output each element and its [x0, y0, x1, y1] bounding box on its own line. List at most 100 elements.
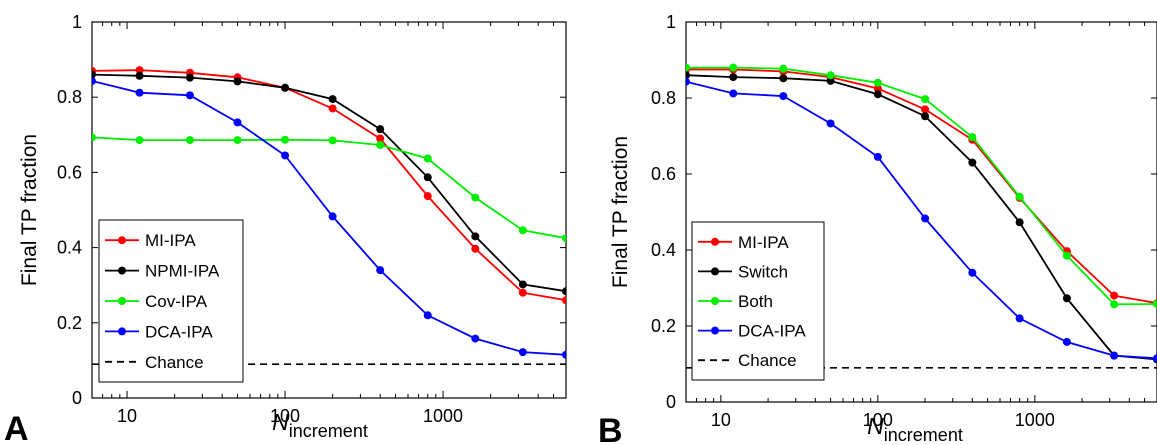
data-point-b-both-9: [1110, 300, 1119, 309]
legend-marker-a-npmi-ipa: [118, 266, 126, 275]
data-point-a-mi-ipa-5: [328, 104, 337, 113]
data-point-b-dca-ipa-1: [729, 89, 738, 98]
data-point-b-mi-ipa-9: [1110, 291, 1119, 300]
x-tick-label-b-1: 100: [863, 410, 893, 430]
x-axis-label-a-sub: increment: [289, 421, 368, 441]
data-point-a-dca-ipa-4: [281, 151, 290, 160]
data-point-a-npmi-ipa-10: [562, 287, 566, 296]
y-tick-label-a-2: 0.4: [57, 238, 82, 258]
y-axis-label-b: Final TP fraction: [609, 136, 632, 288]
data-point-b-dca-ipa-0: [686, 77, 690, 86]
data-point-b-switch-4: [873, 90, 882, 99]
legend-label-a-dca-ipa: DCA-IPA: [145, 322, 213, 341]
x-tick-label-b-2: 1000: [1015, 410, 1055, 430]
data-point-b-both-0: [686, 63, 690, 72]
legend-marker-b-switch: [711, 267, 719, 276]
data-point-b-both-6: [968, 133, 977, 142]
data-point-b-both-3: [826, 71, 835, 80]
data-point-b-dca-ipa-4: [873, 152, 882, 161]
legend-marker-a-mi-ipa: [118, 236, 126, 245]
data-point-a-dca-ipa-0: [92, 77, 96, 86]
y-tick-label-a-5: 1: [72, 12, 82, 32]
data-point-a-dca-ipa-8: [471, 334, 480, 343]
data-point-b-dca-ipa-6: [968, 268, 977, 277]
legend-label-a-cov-ipa: Cov-IPA: [145, 292, 208, 311]
data-point-b-both-4: [873, 78, 882, 87]
y-tick-label-b-3: 0.6: [651, 164, 676, 184]
legend-label-b-mi-ipa: MI-IPA: [738, 233, 789, 252]
x-tick-label-a-0: 10: [117, 406, 137, 426]
x-tick-label-b-0: 10: [711, 410, 731, 430]
x-axis-label-a: Nincrement: [272, 409, 368, 441]
legend-marker-b-dca-ipa: [711, 326, 719, 335]
x-axis-label-a-main: N: [272, 409, 289, 435]
panel-a: 0 0.2 0.4 0.6 0.8 1 10 100 1000 MI-IPA NPMI-IPA Co…: [4, 12, 567, 445]
legend-marker-b-mi-ipa: [711, 237, 719, 246]
x-axis-label-b: Nincrement: [867, 413, 963, 445]
y-tick-label-b-1: 0.2: [651, 316, 676, 336]
panel-letter-a: A: [4, 410, 29, 445]
data-point-a-cov-ipa-10: [562, 234, 566, 243]
data-point-b-mi-ipa-5: [921, 105, 930, 114]
data-point-b-both-8: [1062, 251, 1071, 260]
x-tick-label-a-1: 100: [270, 406, 300, 426]
legend-label-b-chance: Chance: [738, 351, 797, 370]
data-point-a-npmi-ipa-9: [518, 280, 527, 289]
data-point-b-dca-ipa-2: [779, 92, 788, 101]
legend-label-a-mi-ipa: MI-IPA: [145, 231, 196, 250]
y-tick-label-b-2: 0.4: [651, 240, 676, 260]
data-point-a-npmi-ipa-4: [281, 83, 290, 92]
data-point-a-mi-ipa-1: [135, 66, 144, 75]
data-point-a-cov-ipa-6: [376, 140, 385, 149]
data-point-a-dca-ipa-9: [518, 348, 527, 357]
data-point-a-cov-ipa-8: [471, 193, 480, 202]
data-point-a-npmi-ipa-7: [423, 173, 432, 182]
data-point-a-mi-ipa-9: [518, 288, 527, 297]
data-point-b-dca-ipa-9: [1110, 351, 1119, 360]
data-point-a-mi-ipa-8: [471, 244, 480, 253]
data-point-a-mi-ipa-7: [423, 192, 432, 201]
panel-letter-b: B: [598, 412, 623, 445]
data-point-b-switch-8: [1062, 294, 1071, 303]
data-point-a-cov-ipa-0: [92, 133, 96, 142]
data-point-a-dca-ipa-5: [328, 212, 337, 221]
data-point-a-npmi-ipa-3: [233, 77, 242, 86]
y-tick-label-b-4: 0.8: [651, 88, 676, 108]
y-tick-label-a-3: 0.6: [57, 162, 82, 182]
data-point-a-npmi-ipa-0: [92, 70, 96, 79]
x-axis-label-b-sub: increment: [884, 425, 963, 445]
data-point-a-dca-ipa-3: [233, 118, 242, 127]
data-point-b-both-7: [1015, 192, 1024, 201]
legend-label-a-npmi-ipa: NPMI-IPA: [145, 262, 220, 281]
legend-label-b-switch: Switch: [738, 262, 788, 281]
data-point-b-dca-ipa-10: [1153, 354, 1157, 363]
data-point-b-dca-ipa-8: [1062, 337, 1071, 346]
data-point-a-dca-ipa-7: [423, 311, 432, 320]
data-point-a-cov-ipa-9: [518, 226, 527, 235]
legend-label-a-chance: Chance: [145, 353, 204, 372]
data-point-a-cov-ipa-5: [328, 136, 337, 145]
panel-b: 0 0.2 0.4 0.6 0.8 1 10 100 1000 MI-IPA Switch Both…: [598, 12, 1157, 445]
data-point-a-npmi-ipa-5: [328, 95, 337, 104]
data-point-b-switch-1: [729, 73, 738, 82]
data-point-a-npmi-ipa-2: [185, 73, 194, 82]
data-point-a-npmi-ipa-8: [471, 232, 480, 241]
legend-label-b-both: Both: [738, 292, 773, 311]
data-point-b-switch-5: [921, 112, 930, 121]
legend-marker-a-cov-ipa: [118, 297, 126, 305]
legend-marker-a-dca-ipa: [118, 327, 126, 336]
data-point-a-dca-ipa-6: [376, 266, 385, 275]
y-axis-label-a: Final TP fraction: [18, 134, 41, 286]
data-point-a-cov-ipa-4: [281, 135, 290, 144]
data-point-b-both-1: [729, 63, 738, 72]
data-point-b-both-5: [921, 95, 930, 104]
legend-marker-b-both: [711, 297, 719, 305]
data-point-a-dca-ipa-2: [185, 91, 194, 100]
data-point-a-mi-ipa-6: [376, 134, 385, 143]
x-tick-label-a-2: 1000: [423, 406, 463, 426]
y-tick-label-b-5: 1: [666, 12, 676, 32]
data-point-b-dca-ipa-7: [1015, 314, 1024, 323]
data-point-a-cov-ipa-7: [423, 154, 432, 163]
data-point-b-switch-2: [779, 74, 788, 83]
